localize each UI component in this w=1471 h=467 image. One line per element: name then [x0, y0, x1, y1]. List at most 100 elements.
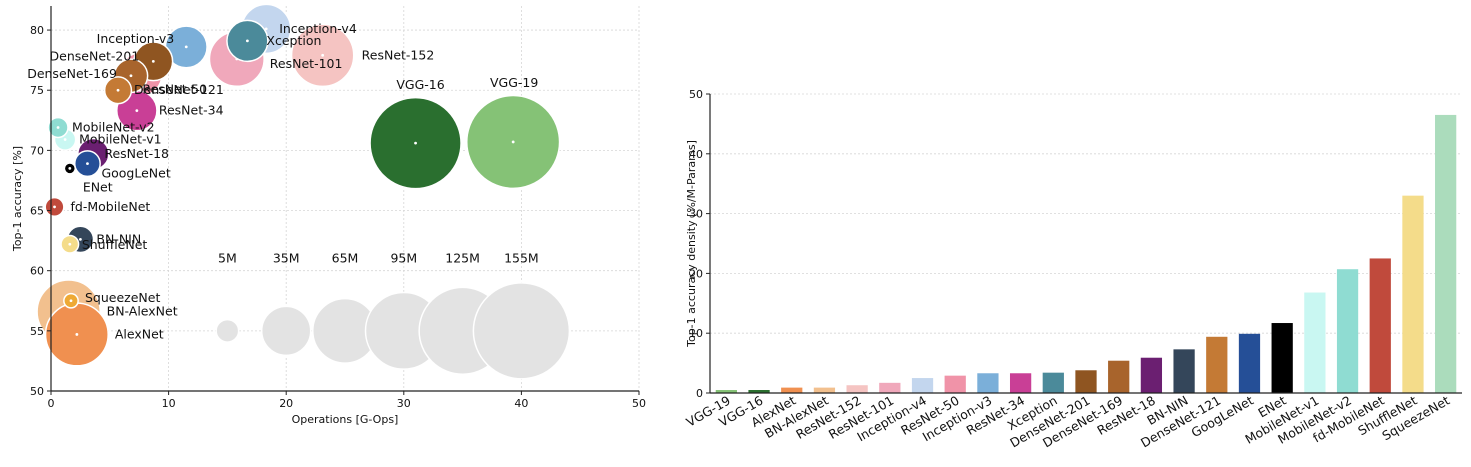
- bubble-label-alexnet: AlexNet: [115, 326, 164, 341]
- bubble-label-vgg-16: VGG-16: [396, 77, 444, 92]
- bubble-label-resnet-152: ResNet-152: [362, 47, 435, 62]
- size-legend-label-95m: 95M: [390, 251, 417, 266]
- bar-resnet-152: [846, 385, 868, 393]
- bubble-center-inception-v4: [264, 27, 268, 31]
- bar-bn-nin: [1173, 349, 1195, 393]
- size-legend-label-125m: 125M: [445, 251, 480, 266]
- y-tick-label: 50: [30, 385, 44, 398]
- bubble-center-mobilenet-v2: [56, 126, 60, 129]
- bubble-label-xception: Xception: [266, 33, 321, 48]
- size-legend-label-35m: 35M: [273, 251, 300, 266]
- bubble-label-mobilenet-v2: MobileNet-v2: [72, 120, 154, 135]
- bubble-label-shufflenet: ShuffleNet: [82, 237, 148, 252]
- size-legend-label-5m: 5M: [218, 251, 237, 266]
- bar-y-axis-label: Top-1 accuracy density [%/M-Params]: [685, 140, 698, 348]
- x-axis-label: Operations [G-Ops]: [292, 413, 399, 426]
- bubble-label-resnet-18: ResNet-18: [104, 146, 169, 161]
- bubble-label-resnet-101: ResNet-101: [270, 56, 343, 71]
- bubble-center-densenet-121: [116, 88, 120, 92]
- bubble-center-alexnet: [75, 333, 79, 336]
- bubble-label-googlenet: GoogLeNet: [101, 166, 170, 181]
- bubble-center-bn-nin: [79, 238, 82, 241]
- size-legend-label-155m: 155M: [504, 251, 539, 266]
- bubble-center-densenet-201: [151, 59, 155, 63]
- size-legend-bubble-155m: [472, 282, 571, 380]
- bubble-label-resnet-34: ResNet-34: [159, 103, 224, 118]
- bar-bn-alexnet: [813, 387, 836, 393]
- bar-y-tick-label: 40: [689, 148, 703, 161]
- bubble-center-mobilenet-v1: [63, 138, 67, 141]
- size-legend: 5M 35M 65M 95M 125M 155M: [215, 251, 571, 380]
- bar-resnet-18: [1140, 357, 1163, 393]
- bubble-label-bn-alexnet: BN-AlexNet: [107, 304, 178, 319]
- x-tick-label: 0: [48, 397, 55, 410]
- bubble-center-vgg-19: [511, 140, 515, 144]
- bar-densenet-121: [1206, 336, 1228, 393]
- bar-fd-mobilenet: [1369, 258, 1391, 393]
- bubble-label-enet: ENet: [83, 179, 113, 194]
- bar-mobilenet-v2: [1336, 269, 1359, 393]
- bubble-center-fd-mobilenet: [53, 205, 56, 209]
- bubble-labels: Inception-v4 ResNet-152 ResNet-101 ResNet-5…: [27, 21, 538, 342]
- bubble-label-resnet-50: ResNet-50: [142, 82, 207, 97]
- bar-series: [715, 114, 1457, 394]
- bar-squeezenet: [1435, 114, 1457, 394]
- bubble-label-densenet-169: DenseNet-169: [27, 66, 117, 81]
- y-axis-label: Top-1 accuracy [%]: [11, 146, 24, 252]
- bar-mobilenet-v1: [1304, 292, 1326, 393]
- x-tick-label: 40: [514, 397, 528, 410]
- bar-vgg-19: [715, 390, 737, 393]
- bubble-center-vgg-16: [414, 141, 417, 145]
- bar-y-tick-label: 0: [696, 387, 703, 400]
- bar-y-tick-label: 10: [689, 327, 703, 340]
- bubble-chart: 5M 35M 65M 95M 125M 155M Inception-v4 ResNet-1…: [11, 3, 646, 426]
- x-tick-label: 20: [279, 397, 293, 410]
- bar-chart-axes: 0 10 20 30 40 50: [689, 88, 1462, 400]
- bubble-center-resnet-152: [321, 53, 325, 57]
- bar-inception-v4: [911, 378, 934, 393]
- bar-xception: [1042, 372, 1064, 393]
- size-legend-bubble-5m: [215, 318, 240, 343]
- bar-y-tick-label: 50: [689, 88, 703, 101]
- bar-shufflenet: [1402, 195, 1424, 393]
- bar-inception-v3: [977, 373, 999, 393]
- x-tick-label: 30: [397, 397, 411, 410]
- bubble-center-densenet-169: [129, 74, 133, 78]
- bar-y-tick-label: 30: [689, 208, 703, 221]
- bar-resnet-34: [1009, 373, 1032, 393]
- bubble-center-squeezenet: [69, 299, 73, 303]
- bubble-chart-axes: 0 10 20 30 40 50 50 55 60 65 70 75 80: [30, 6, 646, 410]
- bubble-label-densenet-201: DenseNet-201: [50, 48, 140, 63]
- bubble-label-bn-nin: BN-NIN: [96, 231, 141, 246]
- x-tick-label: 50: [632, 397, 646, 410]
- bar-y-tick-label: 20: [689, 267, 703, 280]
- bubble-label-mobilenet-v1: MobileNet-v1: [79, 132, 161, 147]
- bubble-center-resnet-34: [135, 109, 139, 113]
- bubble-label-fd-mobilenet: fd-MobileNet: [71, 199, 151, 214]
- density-bar-chart: 0 10 20 30 40 50 VGG-19VGG-16AlexNetBN-AlexNe…: [683, 88, 1462, 450]
- bubble-label-inception-v3: Inception-v3: [97, 31, 175, 46]
- bubble-series: [36, 3, 561, 367]
- bubble-label-squeezenet: SqueezeNet: [85, 290, 160, 305]
- bubble-label-densenet-121: DenseNet-121: [134, 82, 224, 97]
- size-legend-bubble-35m: [260, 305, 312, 357]
- bar-alexnet: [781, 387, 803, 393]
- y-tick-label: 75: [30, 84, 44, 97]
- x-tick-label: 10: [162, 397, 176, 410]
- bar-densenet-201: [1075, 370, 1097, 393]
- bar-vgg-16: [748, 390, 770, 393]
- bar-enet: [1271, 323, 1293, 393]
- bar-googlenet: [1238, 333, 1261, 393]
- size-legend-label-65m: 65M: [332, 251, 359, 266]
- y-tick-label: 80: [30, 24, 44, 37]
- bubble-center-inception-v3: [184, 45, 188, 49]
- y-tick-label: 65: [30, 205, 44, 218]
- bubble-center-enet: [68, 167, 72, 170]
- bubble-center-xception: [245, 39, 249, 43]
- bar-resnet-50: [944, 375, 966, 393]
- y-tick-label: 60: [30, 265, 44, 278]
- bubble-label-vgg-19: VGG-19: [490, 75, 538, 90]
- y-tick-label: 70: [30, 144, 44, 157]
- y-tick-label: 55: [30, 325, 44, 338]
